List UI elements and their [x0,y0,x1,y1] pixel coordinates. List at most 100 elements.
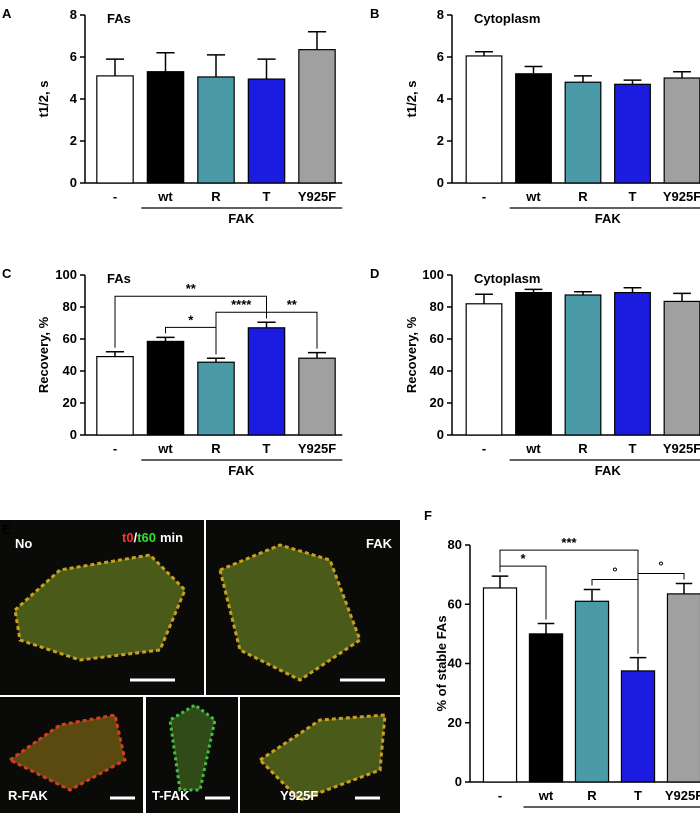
y-tick-label: 2 [437,133,444,148]
y-axis-label: Recovery, % [404,316,419,393]
significance-label: * [188,312,194,327]
image-label: T-FAK [152,788,190,803]
bar [465,55,503,184]
bar [247,78,286,184]
x-tick-label: R [587,788,597,803]
x-tick-label: Y925F [665,788,700,803]
panel-label: D [370,266,379,281]
y-tick-label: 40 [448,656,462,671]
bar [247,327,286,436]
chart-title: Cytoplasm [474,11,540,26]
group-label: FAK [595,463,622,478]
bar [482,587,518,783]
y-tick-label: 80 [430,299,444,314]
y-tick-label: 8 [437,7,444,22]
y-tick-label: 100 [55,267,77,282]
y-tick-label: 4 [70,91,78,106]
cell [168,703,217,792]
y-tick-label: 60 [63,331,77,346]
x-tick-label: T [263,189,271,204]
y-tick-label: 80 [448,537,462,552]
x-tick-label: wt [157,189,173,204]
y-tick-label: 6 [437,49,444,64]
y-tick-label: 6 [70,49,77,64]
image-label: Y925F [280,788,318,803]
chart-title: FAs [107,271,131,286]
y-axis-label: t1/2, s [404,81,419,118]
panel-label: A [2,6,12,21]
significance-bracket [114,295,267,348]
x-tick-label: T [263,441,271,456]
y-tick-label: 0 [455,774,462,789]
x-tick-label: Y925F [663,189,700,204]
y-tick-label: 0 [70,175,77,190]
image-label: No [15,536,32,551]
bar [515,73,552,184]
group-label: FAK [595,211,622,226]
group-label: FAK [602,810,629,813]
y-tick-label: 100 [422,267,444,282]
significance-label: **** [231,297,252,312]
bar [564,294,602,436]
y-tick-label: 20 [448,715,462,730]
x-tick-label: - [482,189,486,204]
bar [614,83,651,184]
bar [465,303,503,436]
x-tick-label: Y925F [298,441,336,456]
x-tick-label: R [578,189,588,204]
bar [564,81,602,184]
bar [528,633,564,783]
significance-bracket [499,549,639,654]
x-tick-label: - [482,441,486,456]
x-tick-label: - [498,788,502,803]
chart-title: FAs [107,11,131,26]
x-tick-label: T [629,441,637,456]
image-panel: E No t0/t60 min FAK R-FAK T-FAK Y925F [0,520,400,813]
y-tick-label: 20 [430,395,444,410]
x-tick-label: - [113,189,117,204]
x-tick-label: T [634,788,642,803]
significance-label: * [520,551,526,566]
significance-label: *** [561,535,577,550]
legend-t0: t0 [122,530,134,545]
panel-label: B [370,6,379,21]
significance-label: ** [287,297,298,312]
bar [666,593,700,783]
bar [663,77,700,184]
bar [298,357,336,436]
x-tick-label: wt [157,441,173,456]
y-tick-label: 8 [70,7,77,22]
x-tick-label: Y925F [663,441,700,456]
bar [96,75,134,184]
bar [663,300,700,436]
bar [298,49,336,184]
legend-t60: t60 [137,530,156,545]
x-tick-label: R [211,189,221,204]
cell [13,553,187,662]
panel-label: E [2,522,11,537]
bar [197,76,235,184]
x-tick-label: - [113,441,117,456]
y-tick-label: 0 [437,427,444,442]
x-tick-label: R [578,441,588,456]
image-label: FAK [366,536,393,551]
y-tick-label: 2 [70,133,77,148]
bar [515,292,552,436]
y-tick-label: 20 [63,395,77,410]
cell [7,713,127,792]
x-tick-label: wt [525,441,541,456]
x-tick-label: T [629,189,637,204]
y-tick-label: 60 [448,596,462,611]
x-tick-label: wt [525,189,541,204]
bar [574,600,610,783]
y-tick-label: 40 [63,363,77,378]
cell [218,543,362,682]
legend-sep: / [134,530,138,545]
bar [197,361,235,436]
cell [257,713,387,802]
y-tick-label: 80 [63,299,77,314]
x-tick-label: R [211,441,221,456]
panel-label: F [424,508,432,523]
bar [614,292,651,436]
